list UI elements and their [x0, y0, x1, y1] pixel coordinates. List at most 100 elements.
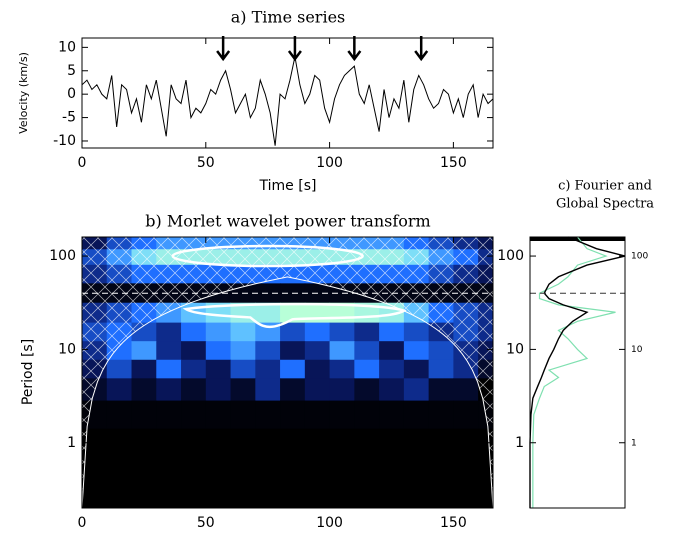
y-tick-label-right: 1 [631, 438, 637, 448]
power-cell [403, 341, 430, 361]
power-cell [379, 400, 405, 430]
y-tick-label: -5 [62, 110, 76, 126]
power-cell [428, 359, 454, 379]
y-tick-label: 100 [497, 248, 524, 264]
series-line [81, 56, 494, 146]
power-cell [205, 467, 232, 508]
plot-frame [529, 236, 626, 509]
power-cell [304, 400, 331, 430]
power-cell [280, 322, 306, 342]
y-tick-label: -10 [53, 133, 76, 149]
power-cell [230, 322, 256, 342]
power-cell [354, 359, 380, 379]
power-cell [428, 428, 454, 468]
power-cell [181, 428, 207, 468]
power-cell [181, 467, 207, 508]
power-cell [131, 378, 157, 402]
power-cell [131, 467, 157, 508]
power-cell [205, 400, 232, 430]
power-cell [304, 359, 331, 379]
power-cell [230, 400, 256, 430]
x-tick-label: 100 [316, 515, 343, 531]
power-cell [156, 378, 182, 402]
plot-bg [530, 237, 625, 508]
power-cell [453, 428, 479, 468]
y-tick-label: 10 [506, 341, 524, 357]
power-cell [205, 378, 232, 402]
power-cell [403, 400, 430, 430]
power-cell [329, 322, 355, 342]
power-cell [156, 467, 182, 508]
title-c: c) Fourier and [558, 179, 652, 194]
plot-frame [81, 236, 494, 509]
power-cell [255, 341, 281, 361]
power-cell [354, 400, 380, 430]
power-cell [329, 341, 355, 361]
power-cell [379, 467, 405, 508]
power-cell [403, 428, 430, 468]
power-cell [156, 322, 182, 342]
power-cell [428, 400, 454, 430]
y-tick-label: 10 [58, 341, 76, 357]
arrow [347, 36, 362, 62]
power-cell [403, 467, 430, 508]
power-cell [255, 467, 281, 508]
power-cell [403, 378, 430, 402]
power-cell [181, 359, 207, 379]
power-cell [329, 428, 355, 468]
power-cell [280, 400, 306, 430]
power-cell [304, 467, 331, 508]
y-tick-label-right: 10 [631, 345, 643, 355]
power-cell [205, 302, 232, 324]
x-tick-label: 150 [440, 155, 467, 171]
arrow [287, 36, 302, 62]
power-cell [255, 428, 281, 468]
power-cell [181, 400, 207, 430]
heatmap [82, 237, 493, 508]
title-b: b) Morlet wavelet power transform [145, 212, 430, 231]
power-cell [156, 428, 182, 468]
spectrum-line [529, 236, 626, 508]
x-tick-label: 50 [197, 155, 215, 171]
power-cell [379, 428, 405, 468]
contour [182, 302, 407, 329]
contour [171, 244, 364, 268]
power-cell [156, 359, 182, 379]
power-cell [329, 400, 355, 430]
power-cell [106, 400, 133, 430]
power-cell [428, 467, 454, 508]
y-tick-label: 100 [49, 248, 76, 264]
power-cell [230, 378, 256, 402]
power-cell [131, 359, 157, 379]
x-tick-label: 100 [316, 155, 343, 171]
power-cell [280, 359, 306, 379]
power-cell [156, 400, 182, 430]
power-cell [230, 341, 256, 361]
cone-of-influence [82, 237, 493, 508]
x-tick-label: 0 [78, 155, 87, 171]
power-cell [354, 428, 380, 468]
top-bar [530, 237, 625, 241]
y-tick-label: 5 [67, 63, 76, 79]
power-cell [453, 467, 479, 508]
power-cell [379, 322, 405, 342]
y-tick-label: 0 [67, 86, 76, 102]
power-cell [428, 341, 454, 361]
power-cell [379, 341, 405, 361]
ylabel-a: Velocity (km/s) [17, 52, 30, 134]
power-cell [453, 400, 479, 430]
power-cell [304, 322, 331, 342]
power-cell [453, 378, 479, 402]
power-cell [181, 341, 207, 361]
power-cell [354, 322, 380, 342]
power-cell [106, 467, 133, 508]
spectrum-line [532, 236, 616, 508]
power-cell [304, 428, 331, 468]
power-cell [329, 467, 355, 508]
y-tick-label-right: 100 [631, 252, 648, 262]
power-cell [230, 359, 256, 379]
power-cell [403, 359, 430, 379]
arrow [216, 36, 231, 62]
power-cell [205, 322, 232, 342]
